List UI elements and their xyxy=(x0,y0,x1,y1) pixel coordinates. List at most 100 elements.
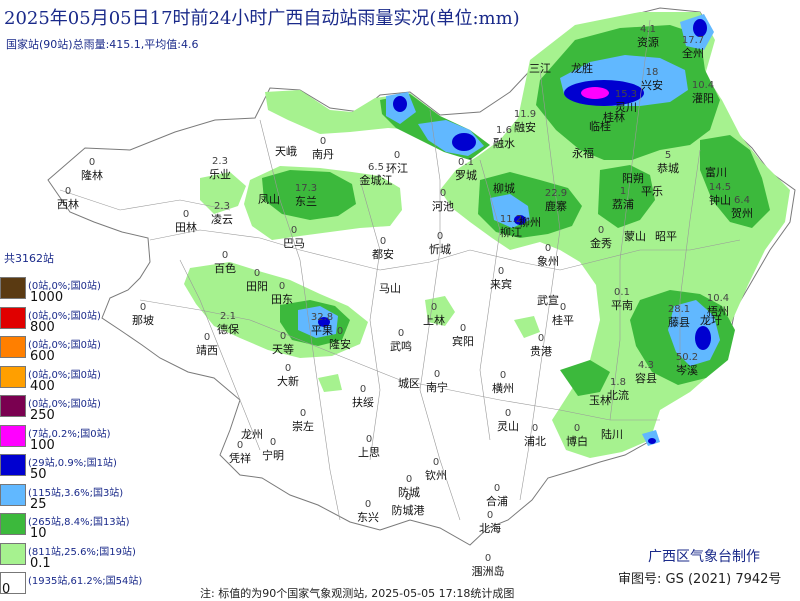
rain-value: 0 xyxy=(560,302,566,313)
rain-value: 2.3 xyxy=(212,156,228,167)
place-name: 金秀 xyxy=(590,236,612,250)
place-marker: 昭平 xyxy=(655,230,677,243)
rain-value: 0 xyxy=(538,333,544,344)
rain-value: 0 xyxy=(237,440,243,451)
place-marker: 桂林 xyxy=(603,110,625,124)
place-name: 凤山 xyxy=(258,193,280,206)
rain-value: 50.2 xyxy=(676,352,698,363)
place-name: 德保 xyxy=(217,322,239,336)
place-name: 灵川 xyxy=(615,101,637,114)
place-name: 融水 xyxy=(493,137,515,150)
place-marker: 0环江 xyxy=(386,150,408,175)
place-marker: 15.3灵川 xyxy=(615,89,637,114)
place-marker: 平乐 xyxy=(641,185,663,198)
place-name: 马山 xyxy=(379,282,401,295)
place-marker: 柳城 xyxy=(493,181,515,195)
legend-count: (115站,3.6%;国3站) xyxy=(28,487,124,499)
place-name: 那坡 xyxy=(132,314,154,327)
legend-threshold: 1000 xyxy=(30,290,64,305)
legend-item: (811站,25.6%;国19站) 0.1 xyxy=(0,540,165,571)
legend-item: (0站,0%;国0站) 250 xyxy=(0,392,165,423)
legend-swatch xyxy=(0,336,26,358)
legend-item: (0站,0%;国0站) 400 xyxy=(0,363,165,394)
rain-value: 17.7 xyxy=(682,35,704,46)
place-marker: 0南丹 xyxy=(312,136,334,161)
place-name: 钟山 xyxy=(709,193,731,207)
rain-value: 0 xyxy=(405,492,411,503)
rain-value: 0 xyxy=(431,302,437,313)
rain-value: 0 xyxy=(320,136,326,147)
place-marker: 4.1资源 xyxy=(637,24,659,49)
place-name: 博白 xyxy=(566,434,588,448)
place-marker: 0隆林 xyxy=(81,157,103,182)
place-marker: 0大新 xyxy=(277,363,299,388)
place-marker: 0上林 xyxy=(423,302,445,327)
legend-count: (29站,0.9%;国1站) xyxy=(28,458,117,469)
rain-value: 28.1 xyxy=(668,304,690,315)
legend-swatch xyxy=(0,365,26,388)
place-name: 田林 xyxy=(175,220,197,234)
rain-value: 0 xyxy=(270,437,276,448)
place-name: 环江 xyxy=(386,162,408,175)
rain-value: 17.3 xyxy=(295,183,317,194)
place-name: 上林 xyxy=(423,313,445,327)
footer-note: 注: 标值的为90个国家气象观测站, 2025-05-05 17:18统计成图 xyxy=(200,587,515,600)
approval-number: 审图号: GS (2021) 7942号 xyxy=(618,572,782,587)
place-name: 龙州 xyxy=(241,428,263,441)
legend-threshold: 10 xyxy=(30,526,47,541)
place-marker: 11.9融安 xyxy=(514,109,536,134)
place-name: 巴马 xyxy=(283,237,305,250)
rain-value: 0 xyxy=(285,363,291,374)
place-name: 武宣 xyxy=(537,293,559,307)
place-name: 平乐 xyxy=(641,185,663,198)
place-marker: 0.1平南 xyxy=(611,287,633,312)
place-name: 横州 xyxy=(492,381,514,395)
place-marker: 1.6融水 xyxy=(493,125,515,150)
place-marker: 0田东 xyxy=(271,281,293,306)
place-name: 都安 xyxy=(372,247,394,261)
rain-value: 0 xyxy=(222,250,228,261)
legend-swatch xyxy=(0,454,26,476)
rain-value: 1.6 xyxy=(496,125,512,136)
legend-item: (29站,0.9%;国1站) 50 xyxy=(0,451,165,482)
legend-count: (0站,0%;国0站) xyxy=(28,281,101,292)
place-marker: 0崇左 xyxy=(292,408,314,433)
rain-value: 0 xyxy=(487,510,493,521)
place-name: 隆安 xyxy=(329,337,351,351)
rain-value: 11.2 xyxy=(500,214,522,225)
place-marker: 0田林 xyxy=(175,209,197,234)
place-name: 宾阳 xyxy=(452,334,474,348)
legend-item: (0站,0%;国0站) 800 xyxy=(0,304,165,335)
place-name: 金城江 xyxy=(360,173,393,187)
legend-threshold: 0.1 xyxy=(30,555,51,571)
place-marker: 三江 xyxy=(529,62,551,75)
rain-value: 2.1 xyxy=(220,311,236,322)
place-marker: 武宣 xyxy=(537,293,559,307)
place-name: 田东 xyxy=(271,293,293,306)
legend-threshold: 800 xyxy=(30,319,55,335)
place-name: 柳城 xyxy=(493,181,515,195)
place-marker: 0扶绥 xyxy=(352,384,374,409)
rain-value: 15.3 xyxy=(615,89,637,100)
rain-value: 0 xyxy=(65,186,71,197)
place-marker: 阳朔 xyxy=(622,172,644,185)
rain-value: 0 xyxy=(366,434,372,445)
rain-value: 0 xyxy=(337,326,343,337)
rain-value: 0 xyxy=(280,331,286,342)
place-name: 象州 xyxy=(537,255,559,268)
place-marker: 0贵港 xyxy=(530,333,552,358)
place-marker: 14.5钟山 xyxy=(709,182,731,207)
place-name: 富川 xyxy=(705,165,727,179)
place-name: 崇左 xyxy=(292,420,314,433)
place-marker: 0宾阳 xyxy=(452,323,474,348)
place-marker: 0浦北 xyxy=(524,423,546,448)
place-name: 扶绥 xyxy=(352,395,374,409)
legend-threshold: 100 xyxy=(30,437,55,453)
rain-value: 0 xyxy=(440,188,446,199)
place-marker: 50.2岑溪 xyxy=(676,352,698,377)
legend-item: (0站,0%;国0站) 1000 xyxy=(0,274,165,305)
place-name: 宁明 xyxy=(262,448,284,462)
